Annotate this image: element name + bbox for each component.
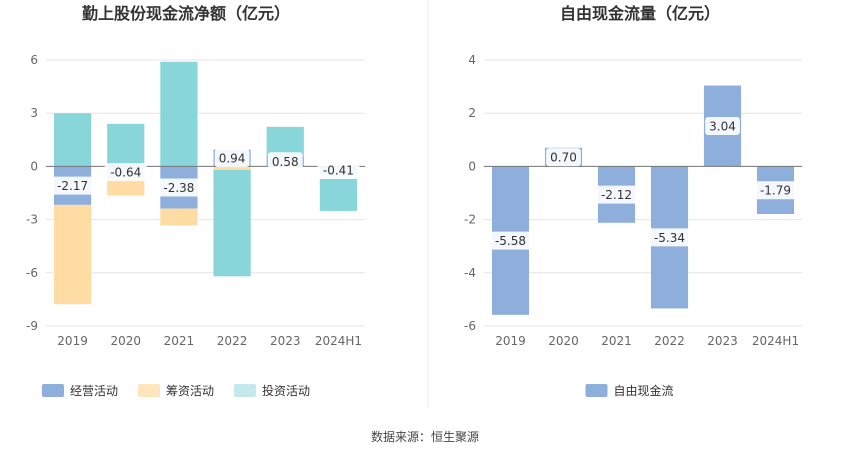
data-label: -5.58 — [495, 234, 526, 248]
data-label: -2.38 — [163, 181, 194, 195]
x-tick-label: 2021 — [164, 334, 195, 348]
data-label-box — [104, 163, 147, 182]
x-tick-label: 2023 — [707, 334, 738, 348]
y-tick-label: -6 — [26, 266, 38, 280]
bar-0-1 — [53, 204, 92, 305]
data-label-box — [595, 185, 638, 204]
legend-label-0: 自由现金流 — [614, 383, 674, 398]
bar-0-2 — [53, 113, 92, 167]
y-tick-label: -3 — [26, 213, 38, 227]
legend-swatch-0 — [42, 384, 64, 397]
y-tick-label: 4 — [468, 53, 476, 67]
bar-0-1 — [213, 166, 251, 170]
x-tick-label: 2019 — [57, 334, 88, 348]
x-tick-label: 2020 — [548, 334, 579, 348]
chart-title-0: 勤上股份现金流净额（亿元） — [82, 4, 290, 23]
x-tick-label: 2019 — [495, 334, 526, 348]
legend-label-1: 筹资活动 — [166, 384, 214, 398]
bar-0-1 — [107, 177, 145, 196]
data-label-box — [157, 178, 200, 197]
legend-swatch-2 — [234, 384, 256, 397]
legend-swatch-0 — [585, 384, 608, 397]
bar-0-2 — [213, 169, 251, 277]
data-label: -5.34 — [654, 231, 685, 245]
data-label: -2.17 — [57, 179, 88, 193]
data-label: -0.41 — [323, 164, 354, 178]
data-label-box — [489, 231, 532, 250]
data-label-box — [546, 148, 581, 167]
x-tick-label: 2024H1 — [315, 334, 362, 348]
chart-title-1: 自由现金流量（亿元） — [560, 4, 720, 23]
y-tick-label: 2 — [468, 106, 476, 120]
y-tick-label: -2 — [464, 213, 476, 227]
y-tick-label: -4 — [464, 266, 476, 280]
y-tick-label: 6 — [30, 53, 38, 67]
x-tick-label: 2022 — [217, 334, 248, 348]
data-label-box — [51, 176, 94, 195]
bar-0-1 — [160, 208, 198, 226]
x-tick-label: 2021 — [601, 334, 632, 348]
data-label: 0.70 — [550, 151, 577, 165]
data-label-box — [754, 181, 797, 200]
bar-0-2 — [319, 173, 358, 211]
data-label-box — [214, 149, 250, 168]
y-tick-label: 3 — [30, 106, 38, 120]
source-note: 数据来源：恒生聚源 — [370, 430, 479, 444]
data-label: 0.94 — [219, 152, 246, 166]
data-label-box — [267, 152, 303, 171]
data-label: -0.64 — [110, 166, 141, 180]
legend-swatch-1 — [138, 384, 160, 397]
data-label-box — [648, 228, 691, 247]
y-tick-label: 0 — [468, 159, 476, 173]
bar-0-2 — [266, 126, 304, 157]
data-label: -1.79 — [760, 184, 791, 198]
legend-label-2: 投资活动 — [262, 383, 310, 398]
data-label-box — [317, 161, 360, 180]
data-label-box — [705, 116, 740, 135]
data-label: -2.12 — [601, 188, 632, 202]
y-tick-label: -9 — [26, 319, 38, 333]
data-label: 0.58 — [272, 155, 299, 169]
data-label: 3.04 — [709, 119, 736, 133]
y-tick-label: 0 — [30, 159, 38, 173]
x-tick-label: 2023 — [270, 334, 301, 348]
bar-0-2 — [107, 123, 145, 167]
x-tick-label: 2024H1 — [752, 334, 799, 348]
x-tick-label: 2020 — [110, 334, 141, 348]
y-tick-label: -6 — [464, 319, 476, 333]
legend-label-0: 经营活动 — [70, 384, 118, 398]
x-tick-label: 2022 — [654, 334, 685, 348]
bar-0-2 — [160, 61, 198, 167]
